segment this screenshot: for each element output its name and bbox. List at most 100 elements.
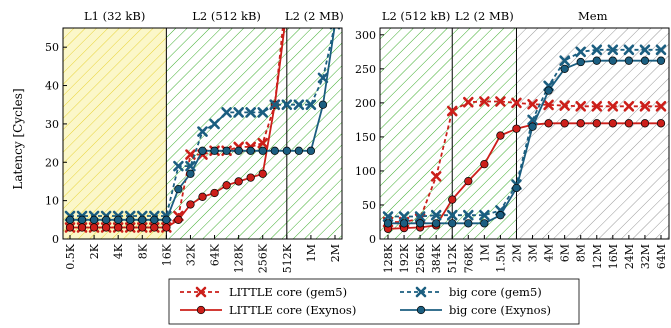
point-big-core-gem5-32m-1 [639, 44, 651, 56]
point-big-core-gem5-16m-1-b [607, 44, 619, 56]
point-big-core-gem5-6m-1-b [559, 55, 570, 66]
point-big-core-gem5-384k-0 [269, 99, 281, 111]
point-little-core-exynos-1k-0 [77, 223, 87, 232]
point-big-core-exynos-24k-0 [174, 184, 183, 194]
point-little-core-gem5-384k-1 [430, 171, 442, 182]
point-big-core-gem5-256k-1 [414, 211, 426, 222]
point-big-core-gem5-1-5m-0-b [317, 72, 329, 84]
point-big-core-gem5-768k-1 [462, 209, 474, 221]
legend-swatch-big-exynos [400, 305, 442, 315]
point-little-core-gem5-256k-0 [257, 137, 269, 149]
point-big-core-exynos-768k-0 [294, 146, 304, 155]
legend-label-little-exynos: LITTLE core (Exynos) [229, 303, 356, 317]
point-big-core-gem5-24k-0 [173, 160, 184, 172]
point-big-core-gem5-512k-0-b [281, 99, 293, 111]
point-big-core-exynos-24m-1 [624, 56, 634, 65]
point-big-core-exynos-16m-1 [608, 56, 617, 65]
point-big-core-exynos-0-5k-0 [65, 215, 75, 224]
x-tick-label-384k-1: 384K [430, 243, 443, 273]
legend-marker-big-core-gem5-b [415, 286, 427, 298]
point-little-core-gem5-16m-1 [607, 100, 619, 112]
point-little-core-gem5-8m-1-b [575, 100, 587, 112]
point-big-core-exynos-2m-1 [512, 183, 521, 193]
point-little-core-gem5-24m-1-b [623, 100, 635, 112]
point-big-core-gem5-512k-1 [446, 209, 458, 221]
legend-marker-big-core-gem5 [415, 286, 427, 298]
point-little-core-gem5-1-5m-1-b [495, 96, 506, 107]
legend-marker-little-core-gem5 [195, 286, 207, 298]
point-big-core-exynos-64m-1 [656, 56, 666, 65]
point-little-core-gem5-512k-1-b [446, 105, 458, 117]
legend-swatch-big-gem5 [400, 286, 442, 298]
point-little-core-exynos-12m-1 [592, 119, 601, 128]
point-little-core-gem5-12m-1 [591, 100, 603, 112]
point-little-core-gem5-3m-1 [527, 98, 538, 110]
point-big-core-exynos-2k-0 [89, 215, 99, 224]
point-little-core-gem5-768k-1-b [462, 96, 474, 108]
point-big-core-gem5-128k-0 [233, 107, 244, 118]
point-little-core-exynos-4m-1 [544, 119, 553, 128]
point-big-core-gem5-1m-0 [305, 99, 317, 111]
point-big-core-exynos-12k-0 [150, 215, 159, 224]
point-big-core-gem5-8m-1 [575, 46, 587, 58]
point-big-core-exynos-16k-0 [162, 215, 171, 224]
point-big-core-exynos-6k-0 [126, 215, 135, 224]
point-big-core-gem5-8m-1-b [575, 46, 587, 58]
point-little-core-gem5-6m-1 [559, 100, 570, 111]
legend-marker-little-core-gem5-b [195, 286, 207, 298]
point-big-core-gem5-512k-1-b [446, 209, 458, 221]
legend-label-big-exynos: big core (Exynos) [449, 303, 551, 317]
point-big-core-gem5-192k-0-b [245, 107, 256, 118]
point-big-core-exynos-8m-1 [576, 57, 585, 67]
point-big-core-gem5-256k-0-b [257, 107, 269, 118]
y-tick-label-0-1: 0 [369, 233, 376, 246]
point-big-core-gem5-128k-1 [382, 211, 394, 222]
right-panel: L2 (512 kB) L2 (2 MB) Mem 0 50 100 150 200 250 30… [355, 9, 670, 273]
point-little-core-gem5-2m-1-b [511, 97, 522, 109]
point-big-core-exynos-128k-0 [234, 146, 243, 155]
point-little-core-gem5-1m-1 [479, 96, 490, 107]
point-little-core-exynos-768k-1 [464, 176, 473, 186]
axes-frame-1 [379, 27, 670, 240]
point-big-core-gem5-12m-1 [591, 44, 603, 56]
point-little-core-gem5-64m-1 [655, 100, 667, 112]
x-tick-label-3m-1: 3M [527, 244, 540, 262]
point-big-core-exynos-96k-0 [222, 146, 231, 155]
point-little-core-exynos-32k-0 [186, 200, 195, 209]
point-big-core-gem5-12m-1-b [591, 44, 603, 56]
point-little-core-gem5-4m-1-b [543, 99, 554, 111]
point-big-core-exynos-192k-0 [246, 146, 255, 155]
point-little-core-gem5-64m-1-b [655, 100, 667, 112]
point-big-core-gem5-384k-1 [430, 209, 442, 221]
region-l1-32-kb-0 [63, 28, 167, 239]
point-big-core-gem5-64m-1-b [655, 44, 667, 56]
x-tick-label-4k-0: 4K [112, 243, 125, 259]
point-little-core-exynos-2m-1 [512, 124, 521, 133]
x-tick-label-2m-0: 2M [329, 244, 342, 262]
x-tick-label-512k-0: 512K [281, 243, 294, 273]
point-little-core-gem5-32m-1 [639, 100, 651, 112]
point-little-core-gem5-3m-1-b [527, 98, 538, 110]
point-little-core-exynos-512k-1 [448, 195, 457, 204]
region-l2-2-mb-0 [286, 28, 342, 239]
point-big-core-gem5-24k-0-b [173, 160, 184, 172]
point-little-core-exynos-4k-0 [114, 223, 123, 232]
point-big-core-gem5-32m-1-b [639, 44, 651, 56]
point-big-core-gem5-1-5m-0 [317, 72, 329, 84]
x-tick-label-6m-1: 6M [559, 244, 572, 262]
point-big-core-exynos-12m-1 [592, 56, 601, 65]
point-little-core-gem5-4m-1 [543, 99, 554, 111]
legend-label-little-gem5: LITTLE core (gem5) [229, 285, 347, 299]
point-big-core-gem5-64k-0 [209, 118, 220, 130]
point-big-core-gem5-192k-1-b [398, 211, 410, 222]
x-tick-label-256k-1: 256K [414, 243, 427, 273]
y-tick-label-150-1: 150 [355, 131, 376, 144]
point-little-core-exynos-96k-0 [222, 181, 231, 190]
point-little-core-gem5-8m-1 [575, 100, 587, 112]
x-tick-label-512k-1: 512K [446, 243, 459, 273]
x-tick-label-128k-1: 128K [382, 243, 395, 273]
point-little-core-exynos-24k-0 [174, 215, 183, 224]
point-big-core-gem5-384k-0-b [269, 99, 281, 111]
left-panel: L1 (32 kB) L2 (512 kB) L2 (2 MB) 0 10 20 30 40 5… [45, 9, 344, 273]
series-group-0 [64, 28, 341, 233]
